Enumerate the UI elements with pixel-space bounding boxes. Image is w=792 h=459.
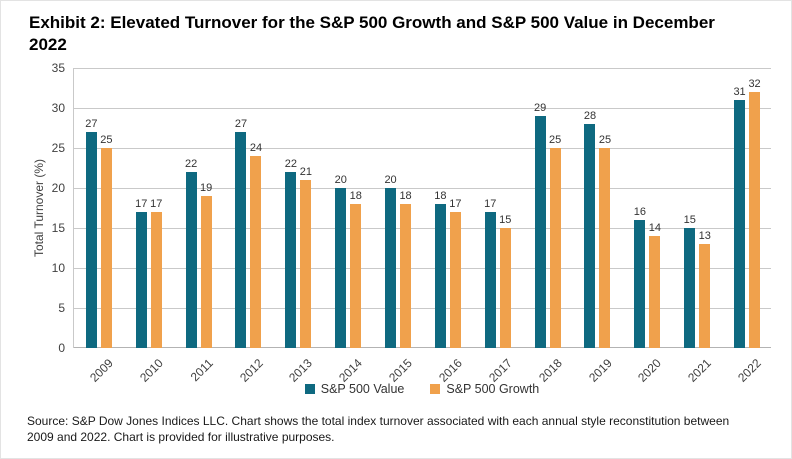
bar-value-label: 18 [349, 190, 362, 202]
bar-s-p-500-value-2014: 20 [335, 174, 347, 348]
bar-value-label: 17 [135, 198, 148, 210]
bar-value-label: 20 [384, 174, 397, 186]
grid-line-20 [74, 188, 771, 189]
bar-s-p-500-value-2011: 22 [185, 158, 197, 348]
bar-value-label: 18 [399, 190, 412, 202]
bar-group-2015: 20 18 [373, 68, 423, 348]
bar-group-2014: 20 18 [323, 68, 373, 348]
bar-s-p-500-value-2016: 18 [434, 190, 447, 348]
bar-value-label: 29 [534, 102, 547, 114]
bar-group-2020: 16 14 [622, 68, 672, 348]
bar-group-2017: 17 15 [473, 68, 523, 348]
y-tick-label-5: 5 [58, 301, 65, 315]
legend-label: S&P 500 Value [320, 382, 405, 396]
bar-value-label: 17 [484, 198, 497, 210]
bar-value-label: 13 [698, 230, 711, 242]
bar-s-p-500-growth-2011: 19 [200, 182, 212, 348]
bar-s-p-500-growth-2019: 25 [599, 134, 611, 348]
bar-group-2009: 27 25 [74, 68, 124, 348]
bar-s-p-500-growth-2020: 14 [649, 222, 661, 348]
bar-value-label: 32 [748, 78, 761, 90]
bar-value-label: 21 [299, 166, 312, 178]
bar-value-label: 24 [249, 142, 263, 154]
bar-group-2022: 31 32 [722, 68, 772, 348]
bar-s-p-500-growth-2013: 21 [300, 166, 312, 348]
bar-s-p-500-growth-2015: 18 [399, 190, 412, 348]
bar-s-p-500-growth-2018: 25 [549, 134, 561, 348]
bar-s-p-500-value-2022: 31 [733, 86, 746, 348]
bar-value-label: 19 [200, 182, 213, 194]
bar-value-label: 31 [733, 86, 746, 98]
bar-group-2018: 29 25 [523, 68, 573, 348]
bar-s-p-500-growth-2017: 15 [499, 214, 511, 348]
bar-value-label: 17 [150, 198, 163, 210]
bar-s-p-500-value-2020: 16 [634, 206, 646, 348]
bar-value-label: 22 [284, 158, 297, 170]
bar-group-2016: 18 17 [423, 68, 473, 348]
y-axis-title: Total Turnover (%) [32, 158, 46, 258]
y-tick-label-25: 25 [51, 141, 65, 155]
chart-title: Exhibit 2: Elevated Turnover for the S&P… [29, 13, 715, 54]
bar-s-p-500-growth-2010: 17 [150, 198, 162, 348]
y-tick-label-30: 30 [51, 101, 65, 115]
bar-group-2019: 28 25 [573, 68, 623, 348]
y-tick-label-15: 15 [51, 221, 65, 235]
x-axis-line [74, 347, 771, 348]
bar-value-label: 27 [85, 118, 98, 130]
bar-s-p-500-growth-2012: 24 [250, 142, 262, 348]
bar-value-label: 20 [334, 174, 347, 186]
grid-line-15 [74, 228, 771, 229]
bar-s-p-500-growth-2016: 17 [449, 198, 462, 348]
y-tick-label-0: 0 [58, 341, 65, 355]
bar-s-p-500-value-2010: 17 [135, 198, 147, 348]
bar-value-label: 22 [185, 158, 198, 170]
legend-item-s-p-500-growth: S&P 500 Growth [430, 382, 539, 396]
grid-line-30 [74, 108, 771, 109]
chart-plot-area: 27 25 17 17 22 19 27 24 22 21 20 18 20 18 18 17 17 15 29 25… [73, 68, 771, 348]
grid-line-35 [74, 68, 771, 69]
bar-s-p-500-growth-2021: 13 [699, 230, 711, 348]
bar-group-2012: 27 24 [224, 68, 274, 348]
bar-value-label: 25 [100, 134, 113, 146]
grid-line-10 [74, 268, 771, 269]
legend-swatch-icon [430, 384, 441, 394]
source-note: Source: S&P Dow Jones Indices LLC. Chart… [27, 414, 730, 444]
bar-value-label: 25 [598, 134, 612, 146]
bar-group-2010: 17 17 [124, 68, 174, 348]
bar-s-p-500-value-2013: 22 [285, 158, 297, 348]
grid-line-25 [74, 148, 771, 149]
bar-s-p-500-value-2019: 28 [584, 110, 596, 348]
bar-s-p-500-value-2018: 29 [534, 102, 546, 348]
bar-s-p-500-growth-2014: 18 [350, 190, 362, 348]
y-tick-label-35: 35 [51, 61, 65, 75]
bar-value-label: 15 [683, 214, 696, 226]
legend-label: S&P 500 Growth [446, 382, 540, 396]
grid-line-5 [74, 308, 771, 309]
bar-value-label: 14 [648, 222, 661, 234]
bar-group-2021: 15 13 [672, 68, 722, 348]
bar-s-p-500-growth-2009: 25 [100, 134, 113, 348]
bar-s-p-500-value-2012: 27 [235, 118, 247, 348]
bar-s-p-500-growth-2022: 32 [748, 78, 761, 348]
bar-group-2013: 22 21 [273, 68, 323, 348]
bar-s-p-500-value-2017: 17 [484, 198, 496, 348]
bar-value-label: 15 [499, 214, 512, 226]
bar-s-p-500-value-2009: 27 [85, 118, 98, 348]
bar-s-p-500-value-2015: 20 [384, 174, 397, 348]
bar-value-label: 25 [549, 134, 562, 146]
bar-value-label: 18 [434, 190, 447, 202]
y-tick-label-20: 20 [51, 181, 65, 195]
bar-value-label: 28 [583, 110, 597, 122]
chart-legend: S&P 500 Value S&P 500 Growth [73, 382, 771, 396]
bar-value-label: 16 [633, 206, 646, 218]
bar-value-label: 17 [449, 198, 462, 210]
bar-value-label: 27 [234, 118, 248, 130]
legend-item-s-p-500-value: S&P 500 Value [304, 382, 405, 396]
y-tick-label-10: 10 [51, 261, 65, 275]
bar-group-2011: 22 19 [174, 68, 224, 348]
bar-s-p-500-value-2021: 15 [684, 214, 696, 348]
legend-swatch-icon [304, 384, 315, 394]
